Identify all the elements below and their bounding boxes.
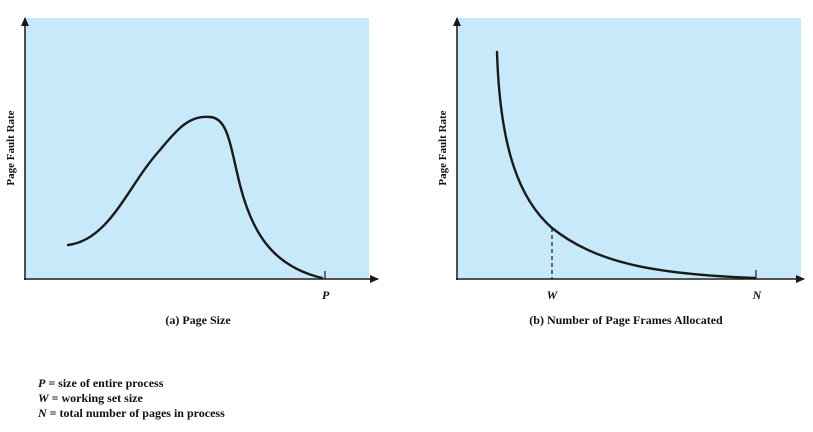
panel-b-tick-label-w: W (547, 288, 559, 302)
legend-text-p: = size of entire process (45, 376, 164, 390)
panel-b-plot-area (457, 18, 801, 278)
legend-item-w: W = working set size (38, 391, 225, 406)
panel-b-tick-label-n: N (752, 288, 763, 302)
legend-item-p: P = size of entire process (38, 376, 225, 391)
legend-item-n: N = total number of pages in process (38, 406, 225, 421)
panel-b: W N (b) Number of Page Frames Allocated … (437, 17, 805, 327)
legend-text-n: = total number of pages in process (46, 406, 225, 420)
panel-a-caption: (a) Page Size (165, 313, 231, 327)
legend: P = size of entire process W = working s… (38, 376, 225, 421)
panel-a-plot-area (25, 18, 369, 278)
panel-a-y-label: Page Fault Rate (5, 110, 17, 185)
legend-symbol-p: P (38, 376, 46, 390)
panel-b-y-label: Page Fault Rate (437, 110, 449, 185)
legend-symbol-n: N (38, 406, 47, 420)
panel-a-tick-label-p: P (322, 288, 330, 302)
panel-b-caption: (b) Number of Page Frames Allocated (529, 313, 723, 327)
legend-text-w: = working set size (48, 391, 143, 405)
legend-symbol-w: W (38, 391, 49, 405)
panel-a-curve (66, 115, 324, 280)
panel-a: P (a) Page Size Page Fault Rate (5, 17, 379, 327)
